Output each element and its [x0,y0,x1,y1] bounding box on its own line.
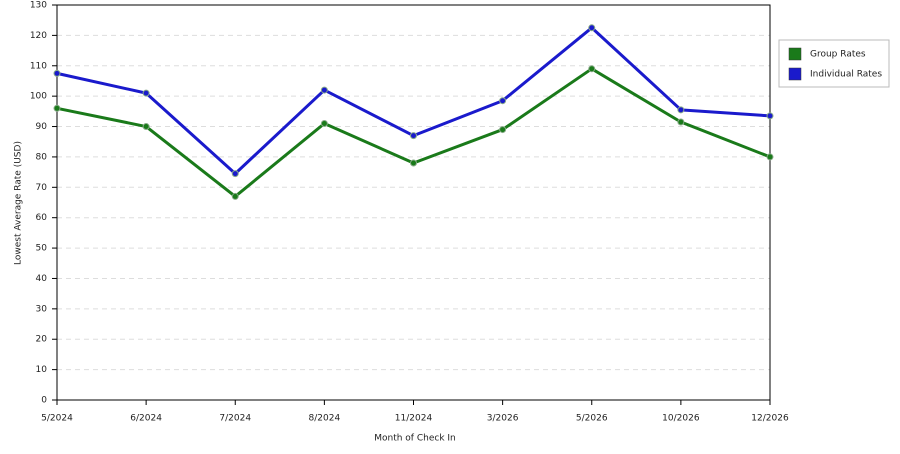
y-tick-label: 50 [36,244,48,254]
x-tick-label: 5/2024 [41,414,73,424]
x-axis-label: Month of Check In [374,434,456,444]
point [142,89,150,97]
y-tick-label: 80 [36,152,48,162]
point [142,123,150,131]
point [53,104,61,112]
y-tick-label: 30 [36,304,48,314]
plot-frame [56,4,771,401]
point [766,153,774,161]
y-tick-label: 100 [30,92,47,102]
y-tick-label: 40 [36,274,48,284]
legend-swatch [788,67,802,81]
point [231,192,239,200]
legend-label: Individual Rates [810,70,882,80]
series-line [56,26,771,176]
point [499,126,507,134]
x-tick-label: 10/2026 [662,414,700,424]
x-tick-label: 5/2026 [576,414,608,424]
point [410,132,417,140]
y-tick-label: 90 [36,122,48,132]
x-tick-label: 3/2026 [487,414,519,424]
point [320,120,328,127]
point [320,86,328,94]
point [499,97,507,105]
x-tick-label: 6/2024 [130,414,162,424]
y-tick-label: 20 [36,335,48,345]
point [588,24,596,32]
legend-swatch [788,47,802,61]
x-tick-label: 8/2024 [309,414,341,424]
y-tick-label: 110 [30,61,47,71]
point [588,65,596,73]
y-axis-label: Lowest Average Rate (USD) [14,141,24,265]
point [410,159,417,167]
legend-label: Group Rates [810,50,866,60]
y-tick-label: 120 [30,31,47,41]
y-tick-label: 0 [41,396,47,406]
y-tick-label: 10 [36,365,48,375]
y-tick-label: 70 [36,183,48,193]
point [766,112,774,120]
point [53,69,61,77]
point [231,170,239,178]
point [677,118,685,126]
y-tick-label: 130 [30,1,47,11]
x-tick-label: 11/2024 [395,414,433,424]
point [677,106,685,114]
x-tick-label: 7/2024 [219,414,251,424]
x-tick-label: 12/2026 [751,414,789,424]
y-tick-label: 60 [36,213,48,223]
